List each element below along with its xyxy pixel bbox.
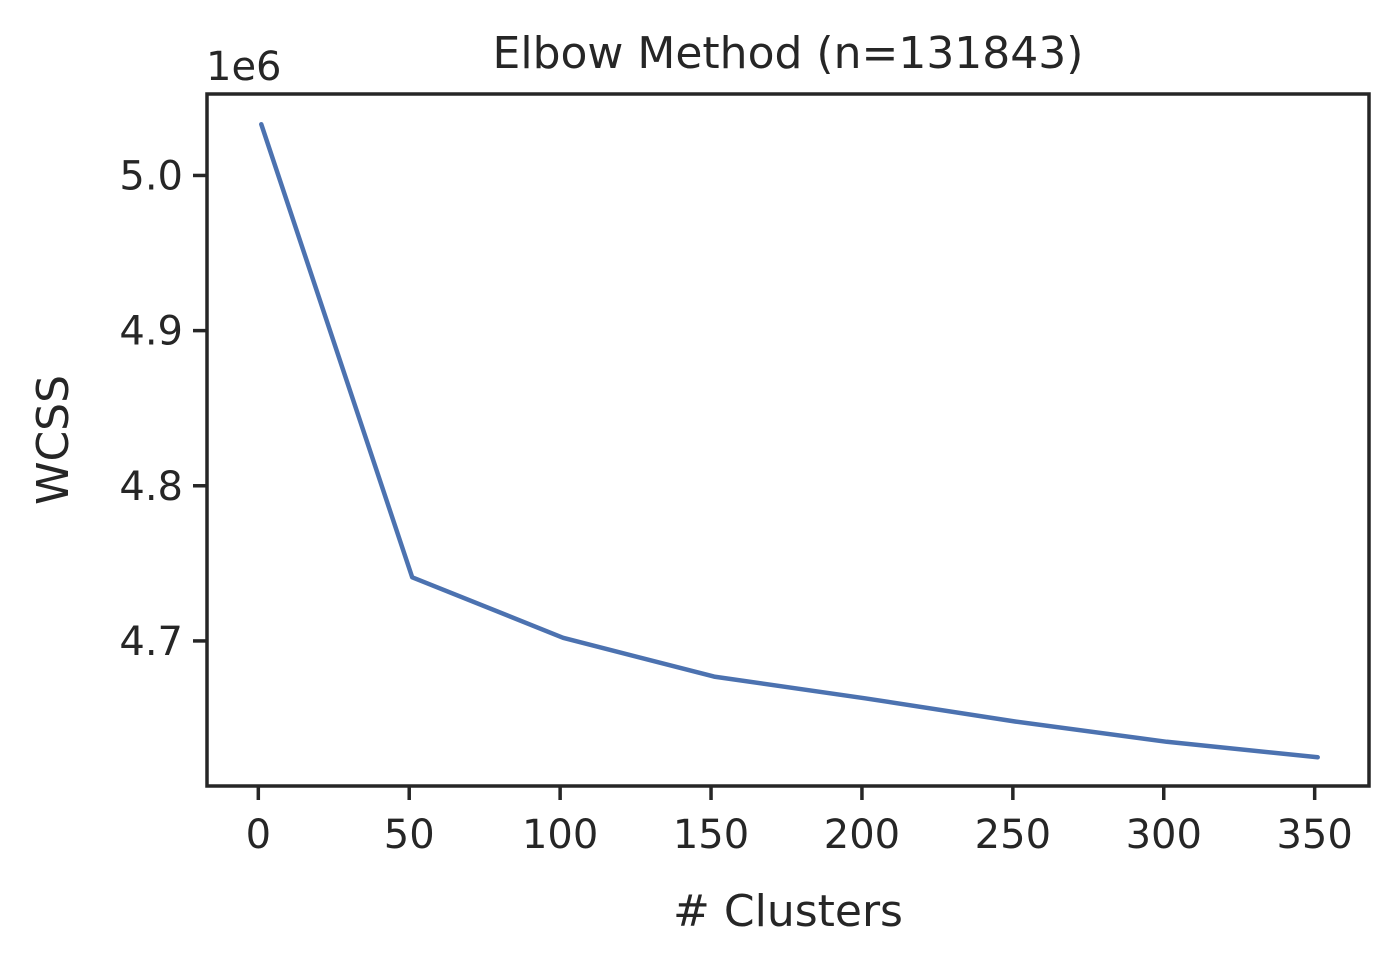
- y-tick-label: 4.8: [119, 464, 183, 510]
- y-tick-label: 4.9: [119, 309, 183, 355]
- x-axis-ticks: 0 50 100 150 200 250 300 350: [246, 786, 1353, 858]
- y-axis-ticks: 4.7 4.8 4.9 5.0: [119, 153, 207, 665]
- x-tick-label: 100: [522, 812, 598, 858]
- y-axis-label: WCSS: [28, 375, 79, 505]
- x-tick-label: 150: [673, 812, 749, 858]
- y-tick-label: 4.7: [119, 619, 183, 665]
- x-tick-label: 250: [975, 812, 1051, 858]
- x-tick-label: 350: [1276, 812, 1352, 858]
- x-tick-label: 50: [384, 812, 435, 858]
- plot-frame: [205, 92, 1371, 788]
- plot-series: [259, 122, 1320, 760]
- chart-title: Elbow Method (n=131843): [493, 28, 1084, 79]
- x-axis-label: # Clusters: [673, 886, 903, 937]
- x-tick-label: 200: [824, 812, 900, 858]
- y-tick-label: 5.0: [119, 153, 183, 199]
- series-line: [259, 122, 1320, 760]
- x-tick-label: 300: [1126, 812, 1202, 858]
- x-tick-label: 0: [246, 812, 271, 858]
- y-offset-label: 1e6: [206, 44, 282, 90]
